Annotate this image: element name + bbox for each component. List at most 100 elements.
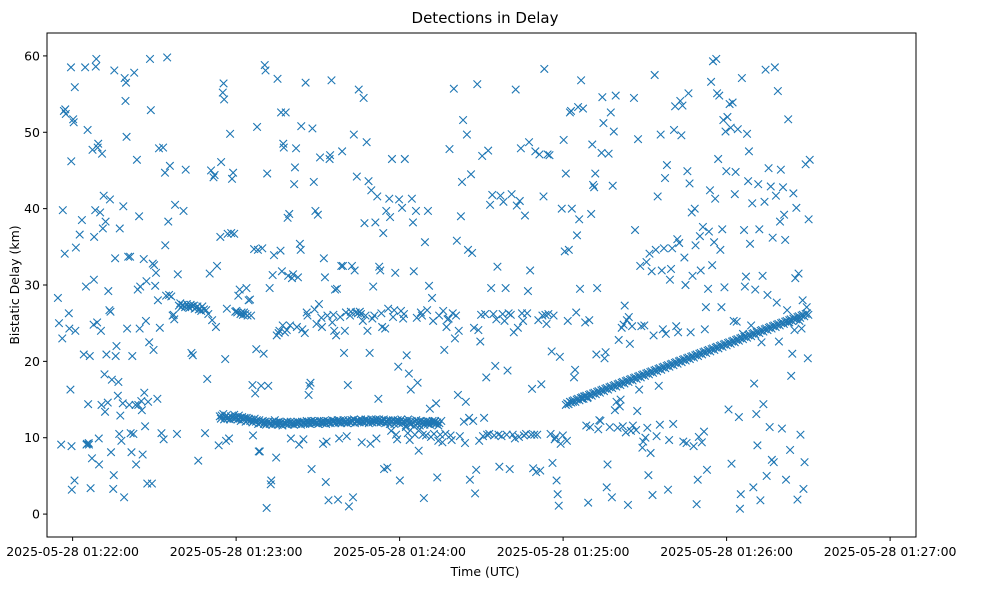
data-point-marker <box>804 310 813 319</box>
data-point-marker <box>527 384 537 394</box>
data-point-marker <box>144 338 154 347</box>
data-point-marker <box>111 351 120 361</box>
data-point-marker <box>159 435 168 444</box>
data-point-marker <box>553 490 562 499</box>
data-point-marker <box>100 407 110 416</box>
data-point-marker <box>730 189 739 199</box>
data-point-marker <box>115 224 124 233</box>
data-point-marker <box>546 429 555 439</box>
data-point-marker <box>761 65 770 74</box>
data-point-marker <box>480 309 490 319</box>
data-point-marker <box>755 225 764 234</box>
data-point-marker <box>483 146 493 155</box>
data-point-marker <box>735 504 745 513</box>
data-markers <box>53 53 814 513</box>
data-point-marker <box>222 304 232 313</box>
data-point-marker <box>424 281 434 290</box>
data-point-marker <box>610 406 620 415</box>
data-point-marker <box>71 243 81 252</box>
data-point-marker <box>225 129 235 138</box>
data-point-marker <box>438 438 447 447</box>
data-point-marker <box>573 102 583 112</box>
data-point-marker <box>402 351 411 360</box>
data-point-marker <box>354 85 363 94</box>
data-point-marker <box>562 436 572 445</box>
data-point-marker <box>146 105 156 115</box>
data-point-marker <box>349 130 359 139</box>
data-point-marker <box>648 490 657 500</box>
data-point-marker <box>372 434 381 443</box>
data-point-marker <box>729 316 738 326</box>
data-point-marker <box>705 186 715 195</box>
data-point-marker <box>545 150 554 160</box>
data-point-marker <box>701 302 711 312</box>
data-point-marker <box>524 138 534 147</box>
data-point-marker <box>379 228 388 238</box>
data-point-marker <box>430 416 440 426</box>
data-point-marker <box>117 436 126 445</box>
data-point-marker <box>252 344 261 354</box>
data-point-marker <box>122 324 132 333</box>
data-point-marker <box>754 180 763 189</box>
data-point-marker <box>596 416 605 426</box>
data-point-marker <box>149 260 159 270</box>
data-point-marker <box>564 245 574 255</box>
data-point-marker <box>427 293 437 303</box>
data-point-marker <box>756 496 765 505</box>
data-point-marker <box>496 191 505 200</box>
data-point-marker <box>281 108 290 117</box>
data-point-marker <box>119 493 129 502</box>
data-point-marker <box>98 224 108 233</box>
data-point-marker <box>506 310 515 319</box>
data-point-marker <box>697 438 707 447</box>
data-point-marker <box>296 245 305 255</box>
data-point-marker <box>179 206 188 216</box>
data-point-marker <box>137 396 146 406</box>
data-point-marker <box>800 457 809 467</box>
data-point-marker <box>207 315 217 325</box>
data-point-marker <box>251 389 260 398</box>
data-point-marker <box>746 321 756 330</box>
data-point-marker <box>158 143 168 152</box>
data-point-marker <box>757 338 766 347</box>
data-point-marker <box>758 271 767 281</box>
data-point-marker <box>258 244 267 253</box>
data-point-marker <box>70 83 79 92</box>
data-point-marker <box>633 134 643 144</box>
data-point-marker <box>110 254 120 263</box>
data-point-marker <box>803 354 813 363</box>
data-point-marker <box>704 227 714 236</box>
data-point-marker <box>235 285 244 294</box>
data-point-marker <box>200 428 210 438</box>
data-point-marker <box>651 245 660 255</box>
data-point-marker <box>102 350 111 359</box>
data-point-marker <box>646 448 655 458</box>
data-point-marker <box>312 319 321 329</box>
data-point-marker <box>96 326 106 336</box>
data-point-marker <box>255 447 265 456</box>
data-point-marker <box>707 260 717 270</box>
data-point-marker <box>56 440 66 449</box>
data-point-marker <box>628 421 638 430</box>
data-point-marker <box>744 147 754 156</box>
data-point-marker <box>743 176 753 186</box>
data-point-marker <box>794 269 803 278</box>
data-point-marker <box>219 79 228 88</box>
data-point-marker <box>452 236 462 245</box>
data-point-marker <box>370 311 379 320</box>
data-point-marker <box>657 266 666 275</box>
data-point-marker <box>69 118 78 127</box>
data-point-marker <box>766 182 775 191</box>
data-point-marker <box>709 238 719 247</box>
data-point-marker <box>588 180 598 190</box>
data-point-marker <box>458 115 468 125</box>
data-point-marker <box>796 430 805 439</box>
data-point-marker <box>328 318 337 327</box>
data-point-marker <box>131 400 140 410</box>
data-point-marker <box>127 448 136 457</box>
data-point-marker <box>92 318 102 327</box>
y-tick-label: 30 <box>24 278 40 293</box>
data-point-marker <box>84 438 93 448</box>
data-point-marker <box>283 271 293 281</box>
data-point-marker <box>313 210 323 219</box>
